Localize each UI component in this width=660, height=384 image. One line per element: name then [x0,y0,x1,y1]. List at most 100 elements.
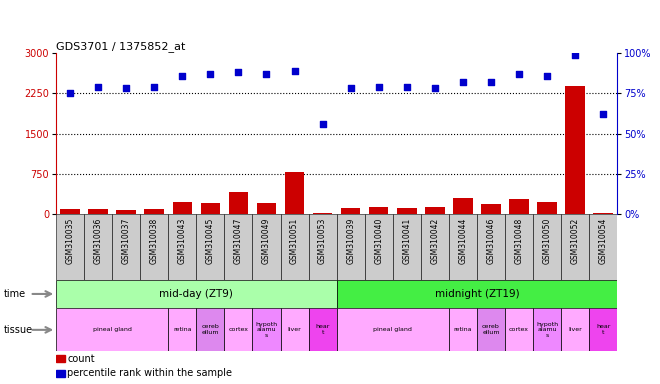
Text: GSM310054: GSM310054 [599,217,608,264]
Point [233,69,244,75]
Text: GSM310052: GSM310052 [570,217,579,264]
Bar [56,280,337,308]
Bar [56,308,168,351]
Point [570,51,580,58]
Text: retina: retina [173,327,191,333]
Text: GSM310050: GSM310050 [543,217,552,264]
Bar [593,213,613,214]
Text: GSM310049: GSM310049 [262,217,271,264]
Point [486,79,496,85]
Text: GDS3701 / 1375852_at: GDS3701 / 1375852_at [56,41,185,52]
Bar [449,308,477,351]
Point [345,85,356,91]
Point [177,73,187,79]
Point [374,84,384,90]
Text: GSM310051: GSM310051 [290,217,299,264]
Text: liver: liver [288,327,302,333]
Point [598,111,609,118]
Bar [421,214,449,280]
Bar [565,86,585,214]
Bar [168,214,197,280]
Bar [481,204,501,214]
Bar [197,308,224,351]
Point [542,73,552,79]
Bar [369,207,389,214]
Bar [252,214,280,280]
Bar [509,199,529,214]
Bar [313,213,333,214]
Bar [337,214,365,280]
Bar [56,355,65,362]
Bar [197,214,224,280]
Point [93,84,104,90]
Bar [145,209,164,214]
Bar [224,214,252,280]
Bar [477,308,505,351]
Text: mid-day (ZT9): mid-day (ZT9) [160,289,233,299]
Text: cereb
ellum: cereb ellum [201,324,219,335]
Bar [477,214,505,280]
Text: retina: retina [453,327,472,333]
Bar [228,192,248,214]
Bar [449,214,477,280]
Text: cortex: cortex [509,327,529,333]
Bar [341,208,360,214]
Bar [533,214,561,280]
Text: pineal gland: pineal gland [93,327,131,333]
Bar [201,203,220,214]
Text: GSM310047: GSM310047 [234,217,243,264]
Point [401,84,412,90]
Text: GSM310040: GSM310040 [374,217,383,264]
Text: GSM310039: GSM310039 [346,217,355,264]
Bar [589,214,617,280]
Text: count: count [67,354,95,364]
Bar [84,214,112,280]
Point [149,84,160,90]
Bar [589,308,617,351]
Bar [533,308,561,351]
Bar [252,308,280,351]
Text: GSM310037: GSM310037 [121,217,131,264]
Text: liver: liver [568,327,582,333]
Bar [284,172,304,214]
Bar [453,198,473,214]
Text: tissue: tissue [3,325,32,335]
Point [513,71,524,77]
Text: GSM310053: GSM310053 [318,217,327,264]
Point [317,121,328,127]
Text: GSM310046: GSM310046 [486,217,496,264]
Point [289,68,300,74]
Bar [168,308,197,351]
Bar [309,308,337,351]
Point [261,71,272,77]
Text: GSM310041: GSM310041 [402,217,411,264]
Bar [337,280,617,308]
Bar [88,209,108,214]
Text: GSM310038: GSM310038 [150,217,159,264]
Bar [116,210,136,214]
Bar [505,308,533,351]
Text: cereb
ellum: cereb ellum [482,324,500,335]
Text: hypoth
alamu
s: hypoth alamu s [536,321,558,338]
Bar [561,214,589,280]
Bar [537,202,557,214]
Bar [112,214,140,280]
Bar [505,214,533,280]
Bar [224,308,252,351]
Point [65,90,75,96]
Bar [172,202,192,214]
Bar [365,214,393,280]
Text: GSM310048: GSM310048 [514,217,523,264]
Bar [425,207,445,214]
Text: pineal gland: pineal gland [374,327,412,333]
Bar [140,214,168,280]
Text: GSM310036: GSM310036 [94,217,103,264]
Bar [561,308,589,351]
Point [430,85,440,91]
Text: hypoth
alamu
s: hypoth alamu s [255,321,278,338]
Point [121,85,131,91]
Text: GSM310045: GSM310045 [206,217,215,264]
Text: GSM310042: GSM310042 [430,217,440,264]
Bar [393,214,421,280]
Bar [60,209,80,214]
